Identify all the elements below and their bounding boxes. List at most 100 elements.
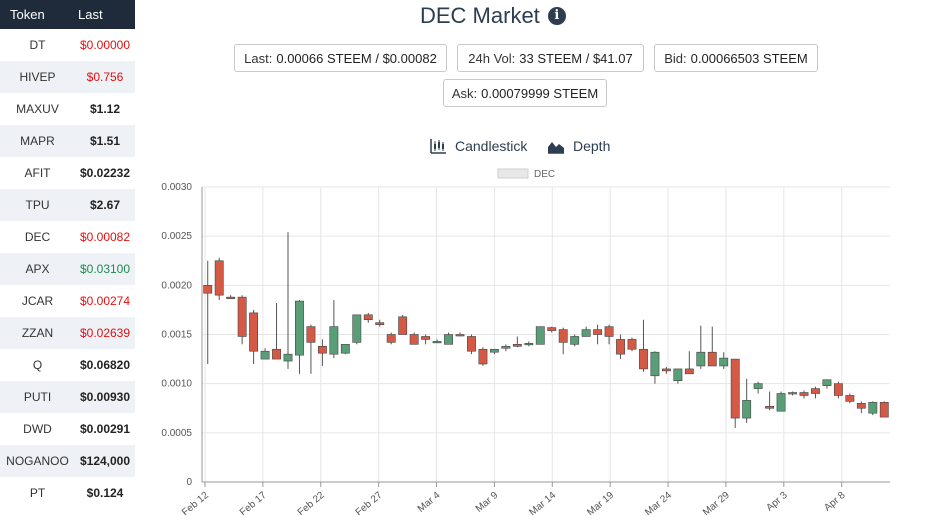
x-tick-label: Apr 8 [822,490,848,514]
candle-up [501,344,511,352]
tab-depth-label: Depth [573,138,611,154]
token-symbol[interactable]: JCAR [21,294,54,308]
token-table-header: Token Last [0,0,135,29]
x-tick-label: Feb 27 [354,490,385,515]
candle-body [719,357,729,367]
token-last-price: $0.756 [86,70,124,84]
token-row[interactable]: Q $0.06820 [0,349,135,381]
info-icon[interactable]: i [547,7,566,25]
token-row[interactable]: ZZAN $0.02639 [0,317,135,349]
candle-down [730,358,740,428]
token-last-price: $0.02232 [79,166,131,180]
candle-body [776,393,786,412]
candle-down [478,347,488,366]
token-row[interactable]: DEC $0.00082 [0,221,135,253]
candle-down [879,401,889,418]
token-last-price: $2.67 [89,198,121,212]
page-title: DEC Market i [420,3,566,29]
candle-body [661,368,671,372]
candle-body [856,403,866,409]
token-row[interactable]: DWD $0.00291 [0,413,135,445]
candle-down [467,334,476,355]
candle-down [226,295,236,300]
candle-body [375,322,385,325]
volume-label: 24h Vol: [468,50,516,66]
token-symbol[interactable]: MAPR [20,134,55,148]
candle-body [558,329,568,343]
token-last-price: $0.00082 [79,230,131,244]
token-row[interactable]: TPU $2.67 [0,189,135,221]
candle-up [283,232,293,369]
candle-down [661,366,671,374]
candle-up [432,339,442,344]
token-symbol[interactable]: HIVEP [19,70,56,84]
candle-up [650,351,660,384]
candle-body [421,336,431,340]
token-row[interactable]: AFIT $0.02232 [0,157,135,189]
tab-depth[interactable]: Depth [547,135,610,157]
candle-body [684,368,694,375]
token-symbol[interactable]: PUTI [23,390,52,404]
token-row[interactable]: MAPR $1.51 [0,125,135,157]
token-symbol[interactable]: DEC [24,230,51,244]
token-symbol[interactable]: PT [29,486,46,500]
candle-up [753,381,763,394]
candle-body [833,383,843,396]
token-row[interactable]: HIVEP $0.756 [0,61,135,93]
ask-box: Ask: 0.00079999 STEEM [443,79,607,107]
token-symbol[interactable]: ZZAN [21,326,54,340]
candle-body [535,326,545,345]
token-last-price: $0.00000 [79,38,131,52]
candle-up [719,352,729,369]
token-symbol[interactable]: DT [29,38,46,52]
candle-body [788,392,797,395]
candle-down [421,334,431,345]
token-symbol[interactable]: APX [25,262,50,276]
token-symbol[interactable]: Q [32,358,43,372]
token-symbol[interactable]: NOGANOO [6,454,69,468]
candle-body [616,339,625,355]
token-symbol[interactable]: AFIT [24,166,51,180]
candle-body [512,344,522,347]
last-price-value: 0.00066 STEEM / $0.00082 [276,50,437,66]
candle-down [272,303,281,360]
token-row[interactable]: NOGANOO $124,000 [0,445,135,477]
candle-up [570,334,580,347]
candle-body [203,285,213,294]
candle-body [478,348,488,365]
candle-body [581,329,591,337]
candle-body [272,348,281,360]
candle-up [352,314,362,345]
column-header-last[interactable]: Last [78,7,103,22]
candle-body [696,351,706,367]
token-row[interactable]: DT $0.00000 [0,29,135,61]
token-symbol[interactable]: MAXUV [16,102,59,116]
token-row[interactable]: MAXUV $1.12 [0,93,135,125]
tab-candlestick-label: Candlestick [455,138,528,154]
token-row[interactable]: PUTI $0.00930 [0,381,135,413]
candle-body [340,344,350,354]
candlestick-icon [430,139,446,154]
ask-label: Ask: [451,85,478,101]
y-tick-label: 0 [186,477,192,488]
market-title: DEC Market [420,3,540,28]
candle-down [386,332,396,345]
candle-down [856,401,866,414]
volume-box: 24h Vol: 33 STEEM / $41.07 [457,44,644,72]
candle-down [833,381,843,399]
token-symbol[interactable]: TPU [25,198,50,212]
candle-up [822,379,832,389]
token-row[interactable]: PT $0.124 [0,477,135,509]
candle-down [593,324,603,345]
token-row[interactable]: APX $0.03100 [0,253,135,285]
candle-down [684,351,694,375]
candle-body [214,260,224,296]
candle-body [352,314,362,343]
token-row[interactable]: JCAR $0.00274 [0,285,135,317]
candle-body [329,326,339,355]
candle-body [237,296,247,337]
tab-candlestick[interactable]: Candlestick [430,135,527,157]
column-header-token[interactable]: Token [10,7,45,22]
token-symbol[interactable]: DWD [23,422,52,436]
